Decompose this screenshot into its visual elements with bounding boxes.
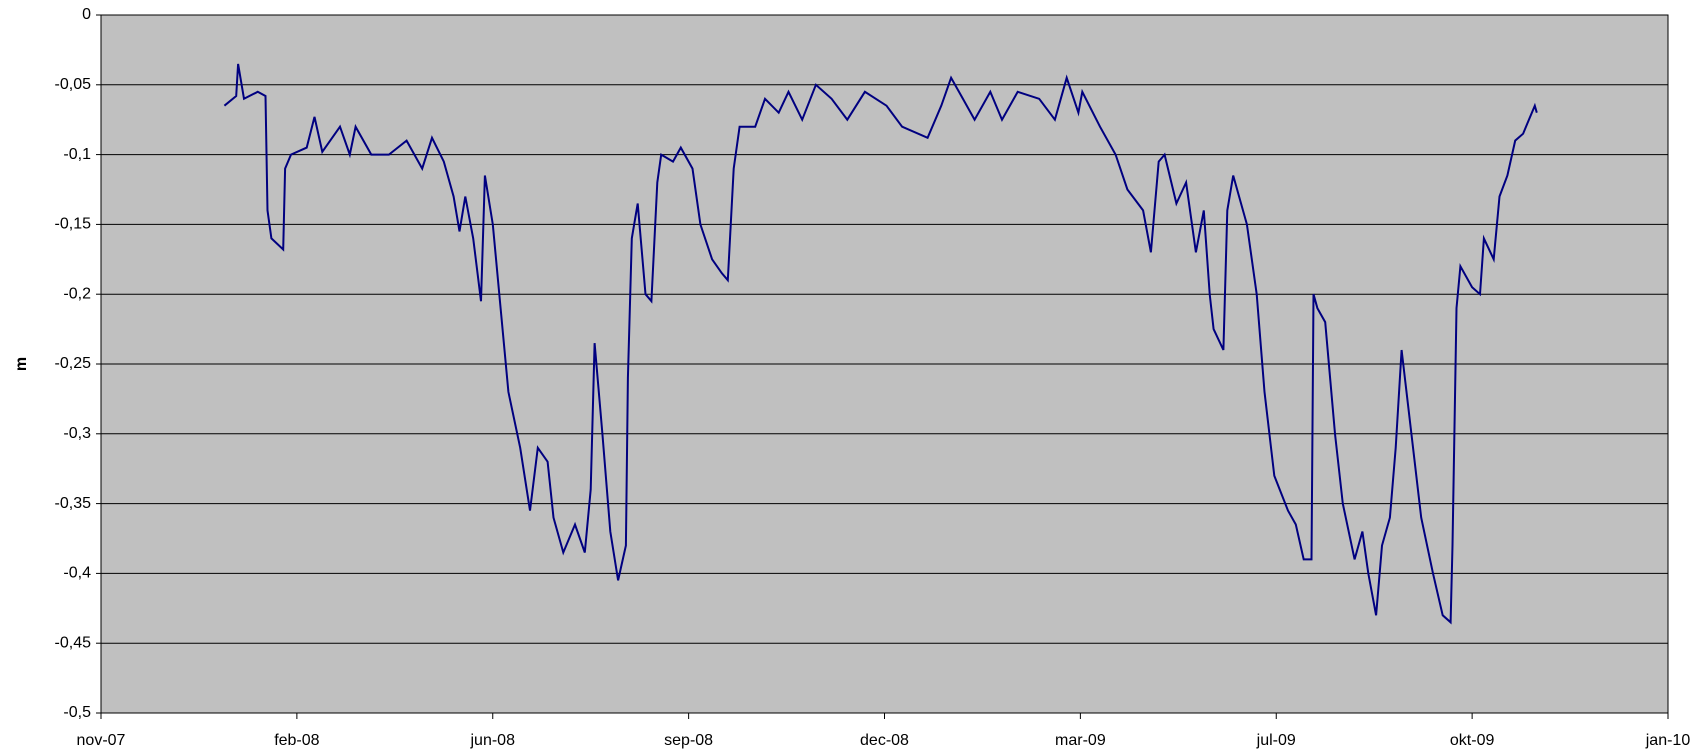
y-tick-label: -0,35 (55, 495, 92, 512)
x-tick-label: dec-08 (860, 732, 909, 749)
x-tick-label: mar-09 (1055, 732, 1106, 749)
y-tick-label: -0,3 (63, 425, 91, 442)
x-tick-label: nov-07 (77, 732, 126, 749)
x-tick-label: okt-09 (1450, 732, 1495, 749)
x-tick-label: jul-09 (1256, 732, 1296, 749)
y-tick-label: -0,15 (55, 216, 92, 233)
y-tick-label: -0,1 (63, 146, 91, 163)
plot-border (100, 14, 1669, 714)
y-tick-label: -0,45 (55, 634, 92, 651)
y-axis-label: m (13, 357, 30, 371)
y-tick-label: -0,25 (55, 355, 92, 372)
x-tick-label: jun-08 (470, 732, 516, 749)
x-tick-label: feb-08 (274, 732, 319, 749)
series-line (223, 63, 1538, 625)
x-tick-label: sep-08 (664, 732, 713, 749)
y-tick-label: -0,4 (63, 565, 91, 582)
y-tick-label: -0,5 (63, 704, 91, 721)
y-tick-label: -0,05 (55, 76, 92, 93)
y-tick-label: -0,2 (63, 285, 91, 302)
y-tick-label: 0 (82, 6, 91, 23)
x-tick-label: jan-10 (1645, 732, 1691, 749)
